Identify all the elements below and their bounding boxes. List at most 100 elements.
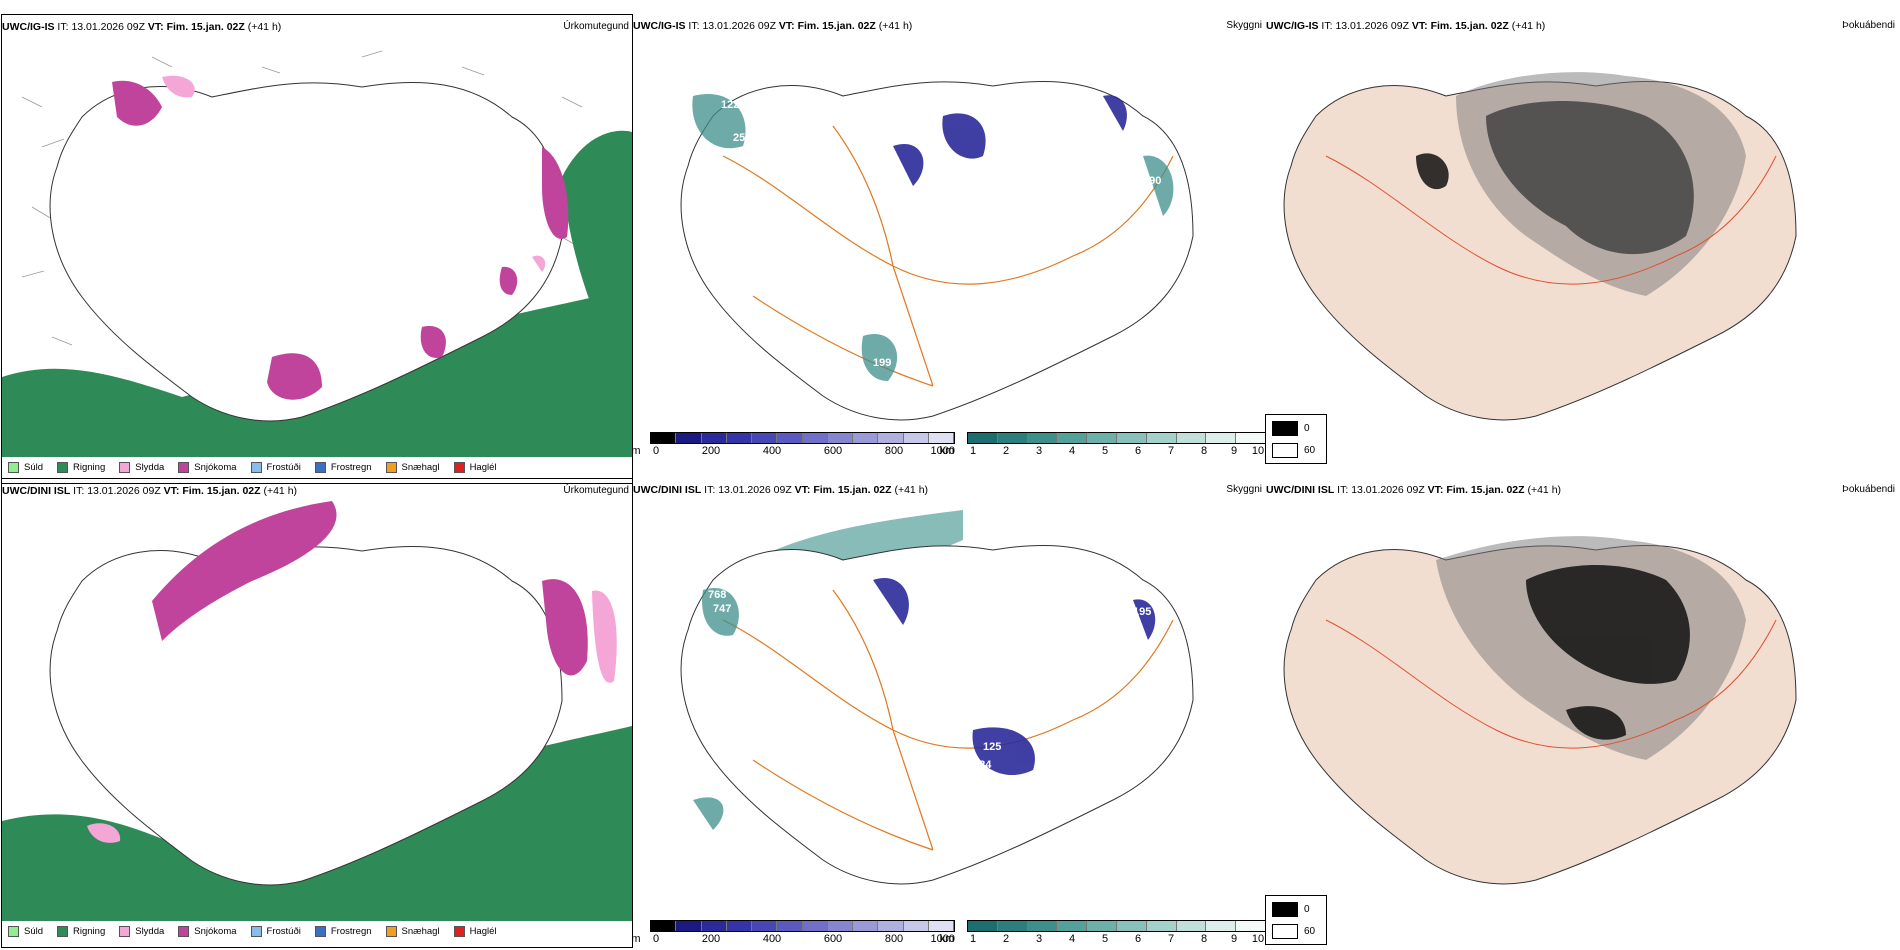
legend-item: Slydda bbox=[119, 461, 164, 473]
panel-title: Úrkomutegund bbox=[563, 485, 629, 496]
height-bar bbox=[650, 432, 955, 444]
fog-map bbox=[1283, 72, 1797, 421]
it-value: 13.01.2026 09Z bbox=[87, 485, 161, 497]
svg-text:100: 100 bbox=[903, 202, 921, 214]
vt-value: Fim. 15.jan. 02Z bbox=[1446, 484, 1525, 496]
it-label: IT: bbox=[57, 21, 69, 33]
svg-text:919: 919 bbox=[843, 573, 861, 585]
it-value: 13.01.2026 09Z bbox=[1335, 20, 1409, 32]
svg-text:747: 747 bbox=[713, 603, 731, 615]
height-colorbar-row1: m 0 200 400 600 800 1000 bbox=[631, 432, 956, 460]
vis-bar bbox=[967, 920, 1267, 932]
fog-panel-row2: UWC/DINI ISL IT: 13.01.2026 09Z VT: Fim.… bbox=[1266, 478, 1898, 948]
svg-text:124: 124 bbox=[973, 759, 992, 771]
legend-item: Snjókoma bbox=[178, 925, 237, 937]
model-name: UWC/DINI ISL bbox=[1266, 484, 1335, 496]
it-label: IT: bbox=[704, 484, 716, 496]
low-cloud-patches bbox=[893, 95, 1127, 186]
cloud-labels: 919 768 747 143 123 762 125 124 195 202 bbox=[708, 553, 1151, 771]
vt-value: Fim. 15.jan. 02Z bbox=[813, 484, 892, 496]
vt-label: VT: bbox=[778, 20, 795, 32]
lead-time: (+41 h) bbox=[878, 20, 913, 32]
height-ticks: m 0 200 400 600 800 1000 bbox=[631, 445, 956, 457]
roads bbox=[1325, 155, 1777, 285]
panel-title: Skyggni bbox=[1226, 484, 1262, 495]
legend-item: Frostregn bbox=[314, 925, 372, 937]
iceland-outline bbox=[680, 544, 1194, 885]
height-ticks: m 0 200 400 600 800 1000 bbox=[631, 933, 956, 945]
fog-dense bbox=[1526, 565, 1690, 740]
fog-map bbox=[1283, 536, 1797, 885]
vis-ticks: km 1 2 3 4 5 6 7 8 9 10 bbox=[939, 933, 1265, 945]
svg-text:202: 202 bbox=[1103, 621, 1121, 633]
sleet-areas bbox=[162, 75, 546, 272]
sleet-areas bbox=[87, 590, 617, 843]
vis-ticks: km 1 2 3 4 5 6 7 8 9 10 bbox=[939, 445, 1265, 457]
vt-label: VT: bbox=[163, 485, 180, 497]
vt-value: Fim. 15.jan. 02Z bbox=[166, 21, 245, 33]
lead-time: (+41 h) bbox=[894, 484, 929, 496]
roads bbox=[722, 125, 1174, 387]
lead-time: (+41 h) bbox=[1527, 484, 1562, 496]
cloud-map: 919 768 747 143 123 762 125 124 195 202 bbox=[680, 510, 1194, 885]
vt-value: Fim. 15.jan. 02Z bbox=[1430, 20, 1509, 32]
precip-legend: Súld Rigning Slydda Snjókoma Frostúði Fr… bbox=[8, 921, 511, 941]
fog-light bbox=[1456, 72, 1746, 296]
legend-item: Haglél bbox=[453, 925, 497, 937]
panel-header: UWC/IG-IS IT: 13.01.2026 09Z VT: Fim. 15… bbox=[633, 20, 1265, 34]
legend-item: Rigning bbox=[57, 925, 105, 937]
snow-areas bbox=[152, 501, 588, 676]
svg-text:256: 256 bbox=[733, 132, 751, 144]
vis-patches bbox=[693, 588, 739, 830]
panel-title: Skyggni bbox=[1226, 20, 1262, 31]
roads bbox=[722, 589, 1174, 851]
panel-header: UWC/DINI ISL IT: 13.01.2026 09Z VT: Fim.… bbox=[2, 485, 632, 499]
it-value: 13.01.2026 09Z bbox=[1351, 484, 1425, 496]
svg-text:768: 768 bbox=[708, 589, 726, 601]
legend-item: Snjókoma bbox=[178, 461, 237, 473]
legend-item: Súld bbox=[8, 925, 43, 937]
cloud-labels: 122 157 256 117 116 100 190 199 192 bbox=[721, 99, 1161, 394]
svg-text:195: 195 bbox=[1133, 606, 1151, 618]
vt-label: VT: bbox=[147, 21, 164, 33]
legend-item: Súld bbox=[8, 461, 43, 473]
vt-value: Fim. 15.jan. 02Z bbox=[797, 20, 876, 32]
svg-text:192: 192 bbox=[881, 382, 899, 394]
legend-item: Slydda bbox=[119, 925, 164, 937]
roads bbox=[1325, 619, 1777, 749]
svg-text:123: 123 bbox=[913, 553, 931, 565]
legend-item: Haglél bbox=[453, 461, 497, 473]
cloud-base-panel-row1: UWC/IG-IS IT: 13.01.2026 09Z VT: Fim. 15… bbox=[633, 14, 1265, 484]
it-label: IT: bbox=[1337, 484, 1349, 496]
it-label: IT: bbox=[688, 20, 700, 32]
panel-header: UWC/IG-IS IT: 13.01.2026 09Z VT: Fim. 15… bbox=[2, 21, 632, 35]
legend-item: Snæhagl bbox=[385, 461, 440, 473]
panel-header: UWC/IG-IS IT: 13.01.2026 09Z VT: Fim. 15… bbox=[1266, 20, 1898, 34]
lead-time: (+41 h) bbox=[247, 21, 282, 33]
model-name: UWC/DINI ISL bbox=[633, 484, 702, 496]
precip-map bbox=[2, 501, 632, 921]
height-bar bbox=[650, 920, 955, 932]
height-colorbar-row2: m 0 200 400 600 800 1000 bbox=[631, 920, 956, 948]
panel-title: Þokuábendi bbox=[1842, 20, 1895, 31]
panel-header: UWC/DINI ISL IT: 13.01.2026 09Z VT: Fim.… bbox=[1266, 484, 1898, 498]
vis-colorbar-row2: km 1 2 3 4 5 6 7 8 9 10 bbox=[939, 920, 1267, 948]
fog-legend-row1: 0 60 bbox=[1265, 414, 1327, 464]
svg-text:125: 125 bbox=[983, 741, 1001, 753]
model-name: UWC/DINI ISL bbox=[2, 485, 71, 497]
svg-text:116: 116 bbox=[951, 187, 969, 199]
lead-time: (+41 h) bbox=[263, 485, 298, 497]
vis-bar bbox=[967, 432, 1267, 444]
it-label: IT: bbox=[1321, 20, 1333, 32]
precip-type-panel-row1: UWC/IG-IS IT: 13.01.2026 09Z VT: Fim. 15… bbox=[1, 14, 633, 484]
vis-colorbar-row1: km 1 2 3 4 5 6 7 8 9 10 bbox=[939, 432, 1267, 460]
svg-text:190: 190 bbox=[1143, 175, 1161, 187]
svg-text:199: 199 bbox=[873, 357, 891, 369]
model-name: UWC/IG-IS bbox=[2, 21, 55, 33]
vt-label: VT: bbox=[1427, 484, 1444, 496]
it-value: 13.01.2026 09Z bbox=[718, 484, 792, 496]
fog-panel-row1: UWC/IG-IS IT: 13.01.2026 09Z VT: Fim. 15… bbox=[1266, 14, 1898, 484]
precip-type-panel-row2: UWC/DINI ISL IT: 13.01.2026 09Z VT: Fim.… bbox=[1, 478, 633, 948]
it-label: IT: bbox=[73, 485, 85, 497]
legend-item: Rigning bbox=[57, 461, 105, 473]
